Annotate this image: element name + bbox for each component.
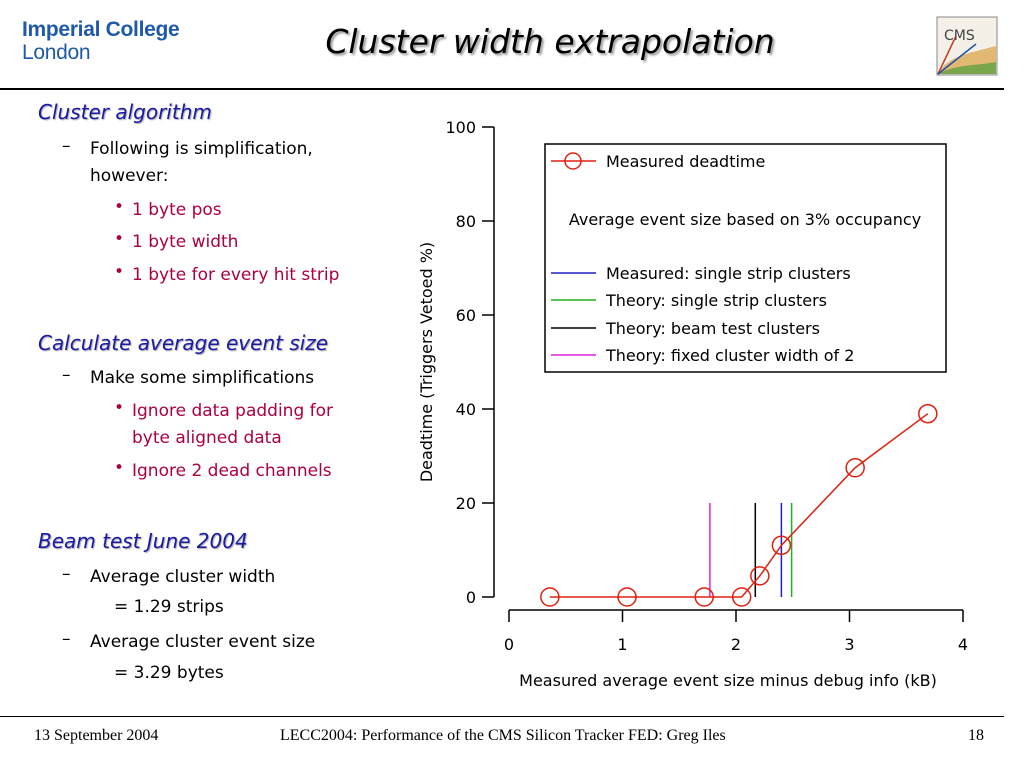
heading-beam-test: Beam test June 2004 xyxy=(38,529,248,553)
data-point xyxy=(617,587,637,607)
footer-title: LECC2004: Performance of the CMS Silicon… xyxy=(280,727,726,744)
list-item-text: Average cluster event size xyxy=(90,632,316,652)
chart-series xyxy=(540,403,938,607)
bullet-text: byte aligned data xyxy=(132,428,282,448)
y-tick-label: 60 xyxy=(456,306,476,325)
y-tick-label: 80 xyxy=(456,212,476,231)
page-title: Cluster width extrapolation xyxy=(325,22,775,61)
imperial-college-logo: Imperial College London xyxy=(22,18,180,64)
dash-marker: – xyxy=(62,564,71,584)
cms-logo-text: CMS xyxy=(944,28,975,44)
bullet-text: Ignore data padding for xyxy=(132,401,334,421)
list-item-text: Make some simplifications xyxy=(90,368,315,388)
legend-label-measured: Measured deadtime xyxy=(606,152,765,171)
chart-axes: 0 20 40 60 80 100 0 1 2 3 4 Measured average event … xyxy=(417,118,968,690)
bullet-text: 1 byte pos xyxy=(132,200,222,220)
cluster-event-size-value: = 3.29 bytes xyxy=(114,663,224,683)
x-tick-label: 1 xyxy=(617,635,627,654)
bullet-dot: • xyxy=(114,458,125,478)
heading-cluster-algorithm: Cluster algorithm xyxy=(38,100,212,124)
legend-label: Theory: beam test clusters xyxy=(605,319,820,338)
dash-marker: – xyxy=(62,136,71,156)
bullet-text: 1 byte width xyxy=(132,232,239,252)
data-point xyxy=(694,587,714,607)
data-point xyxy=(540,587,560,607)
list-item-text: however: xyxy=(90,166,169,186)
series-line xyxy=(549,413,929,598)
logo-line2: London xyxy=(22,41,91,64)
y-tick-label: 40 xyxy=(456,400,476,419)
heading-calculate-event-size: Calculate average event size xyxy=(38,331,329,355)
data-point xyxy=(918,403,938,424)
footer-date: 13 September 2004 xyxy=(34,727,159,744)
x-tick-label: 0 xyxy=(504,635,514,654)
x-axis-label: Measured average event size minus debug … xyxy=(519,671,937,690)
data-point xyxy=(731,587,752,607)
x-tick-label: 4 xyxy=(958,635,968,654)
list-item-text: Following is simplification, xyxy=(90,139,313,159)
cluster-width-value: = 1.29 strips xyxy=(114,597,224,617)
x-tick-label: 3 xyxy=(844,635,854,654)
legend-label: Measured: single strip clusters xyxy=(606,264,851,283)
data-point xyxy=(750,566,770,586)
y-tick-label: 0 xyxy=(466,588,476,607)
bullet-dot: • xyxy=(114,229,125,249)
dash-marker: – xyxy=(62,365,71,385)
y-tick-label: 20 xyxy=(456,494,476,513)
cms-logo: CMS xyxy=(936,16,998,76)
bullet-text: Ignore 2 dead channels xyxy=(132,461,332,481)
data-point xyxy=(771,535,792,556)
logo-line1: Imperial College xyxy=(22,18,180,41)
legend-label: Theory: single strip clusters xyxy=(605,291,827,310)
legend-note: Average event size based on 3% occupancy xyxy=(569,210,921,229)
legend-label: Theory: fixed cluster width of 2 xyxy=(605,346,854,365)
footer-rule xyxy=(0,716,1004,717)
legend-marker-measured xyxy=(564,152,582,170)
data-point xyxy=(845,458,865,478)
legend-box xyxy=(544,143,947,373)
page-number: 18 xyxy=(968,727,984,744)
x-tick-label: 2 xyxy=(731,635,741,654)
bullet-dot: • xyxy=(114,197,125,217)
dash-marker: – xyxy=(62,629,71,649)
header-rule xyxy=(0,88,1004,90)
y-tick-label: 100 xyxy=(445,118,476,137)
chart-legend: Measured deadtime Average event size base… xyxy=(544,143,947,373)
list-item-text: Average cluster width xyxy=(90,567,276,587)
bullet-dot: • xyxy=(114,398,125,418)
chart-vlines xyxy=(709,503,793,597)
bullet-dot: • xyxy=(114,262,125,282)
y-axis-label: Deadtime (Triggers Vetoed %) xyxy=(417,242,436,482)
bullet-text: 1 byte for every hit strip xyxy=(132,265,340,285)
